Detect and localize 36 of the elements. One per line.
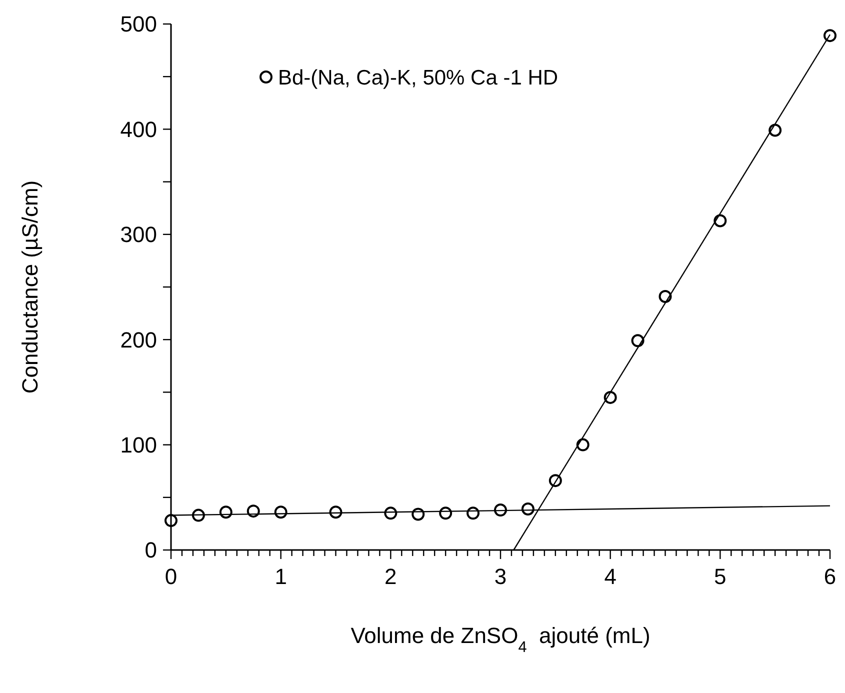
point [384,506,398,520]
y-tick-label: 0 [144,538,157,563]
y-tick-label: 500 [120,12,157,37]
y-tick-label: 200 [120,327,157,352]
x-tick-label: 5 [714,564,726,589]
point [164,514,178,528]
point [824,29,836,42]
point [521,502,534,516]
x-axis-title: Volume de ZnSO$_{4}$ ajouté (mL) [350,623,650,656]
point [714,214,727,228]
point [192,508,205,522]
point [219,506,232,519]
y-tick-label: 300 [120,222,157,248]
y-tick-label: 400 [120,116,157,142]
point [246,504,260,518]
point [439,506,452,520]
point [412,508,425,521]
y-axis-title: Conductance (µS/cm) [18,180,43,394]
y-tick-label: 100 [120,432,157,458]
point [494,504,507,517]
point [768,124,782,137]
x-tick-label: 6 [824,564,836,589]
x-tick-label: 1 [274,564,287,589]
x-tick-label: 2 [384,564,397,589]
point [329,506,342,519]
x-tick-label: 0 [164,564,178,589]
point [604,390,617,404]
legend-label: Bd-(Na, Ca)-K, 50% Ca -1 HD [278,66,558,90]
point [631,334,644,348]
point [274,506,288,519]
point [548,474,562,488]
point [658,290,672,303]
point [466,506,480,520]
x-tick-label: 4 [604,564,616,589]
x-tick-label: 3 [494,564,507,589]
point [576,438,590,452]
